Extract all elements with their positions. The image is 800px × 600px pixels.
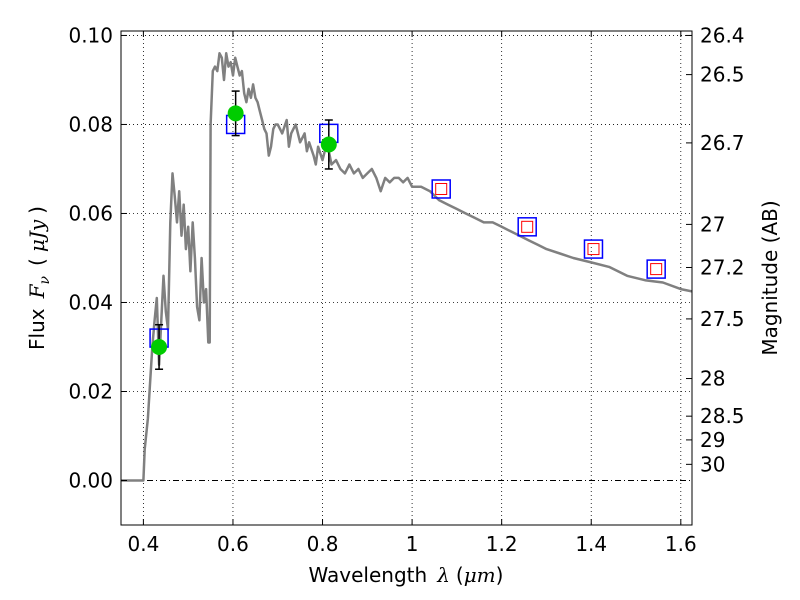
plot-frame: [120, 30, 693, 526]
magnitude-tick-label: 28: [700, 367, 725, 391]
observed-photometry: [151, 90, 337, 370]
y-axis-title: FluxFν(μJy): [25, 206, 53, 350]
magnitude-tick-label: 27: [700, 212, 725, 236]
y-axis-ticks: 0.00 0.02 0.04 0.06 0.08 0.10: [68, 23, 127, 492]
x-tick-label: 1: [406, 532, 419, 556]
observed-point: [320, 136, 337, 153]
inner-marker-square: [435, 182, 448, 195]
model-photometry-square: [583, 239, 604, 259]
inner-marker-square: [650, 263, 663, 276]
x-tick-label: 1.6: [665, 532, 697, 556]
y-tick-label: 0.06: [68, 201, 113, 225]
observed-point: [227, 105, 244, 122]
magnitude-tick-label: 26.7: [700, 131, 745, 155]
magnitude-tick-label: 28.5: [700, 404, 745, 428]
model-photometry-square: [517, 217, 537, 237]
y-tick-label: 0.04: [68, 290, 113, 314]
x-tick-label: 1.2: [486, 532, 518, 556]
x-axis-title: Wavelength λ (μm): [309, 563, 504, 587]
sed-model-line: [121, 52, 692, 482]
y-tick-label: 0.08: [68, 112, 113, 136]
magnitude-axis-title: Magnitude (AB): [758, 200, 782, 355]
magnitude-tick-label: 27.2: [700, 255, 745, 279]
magnitude-tick-label: 26.5: [700, 63, 745, 87]
y-tick-label: 0.02: [68, 379, 113, 403]
inner-marker-square: [587, 243, 600, 256]
x-tick-label: 0.8: [307, 532, 339, 556]
x-axis-ticks: 0.4 0.6 0.8 1 1.2 1.4 1.6: [127, 31, 697, 556]
model-photometry-square: [646, 259, 666, 279]
magnitude-tick-label: 27.5: [700, 307, 745, 331]
y-tick-label: 0.00: [68, 468, 113, 492]
magnitude-tick-label: 30: [700, 452, 725, 476]
x-tick-label: 1.4: [575, 532, 607, 556]
model-photometry-square: [431, 179, 451, 199]
plot-area: [121, 52, 692, 482]
inner-marker-square: [521, 220, 534, 233]
y-tick-label: 0.10: [68, 23, 113, 47]
x-tick-label: 0.4: [127, 532, 159, 556]
magnitude-tick-label: 29: [700, 428, 725, 452]
inner-markers: [435, 182, 663, 276]
observed-point: [151, 338, 168, 355]
magnitude-tick-label: 26.4: [700, 23, 745, 47]
x-tick-label: 0.6: [217, 532, 249, 556]
